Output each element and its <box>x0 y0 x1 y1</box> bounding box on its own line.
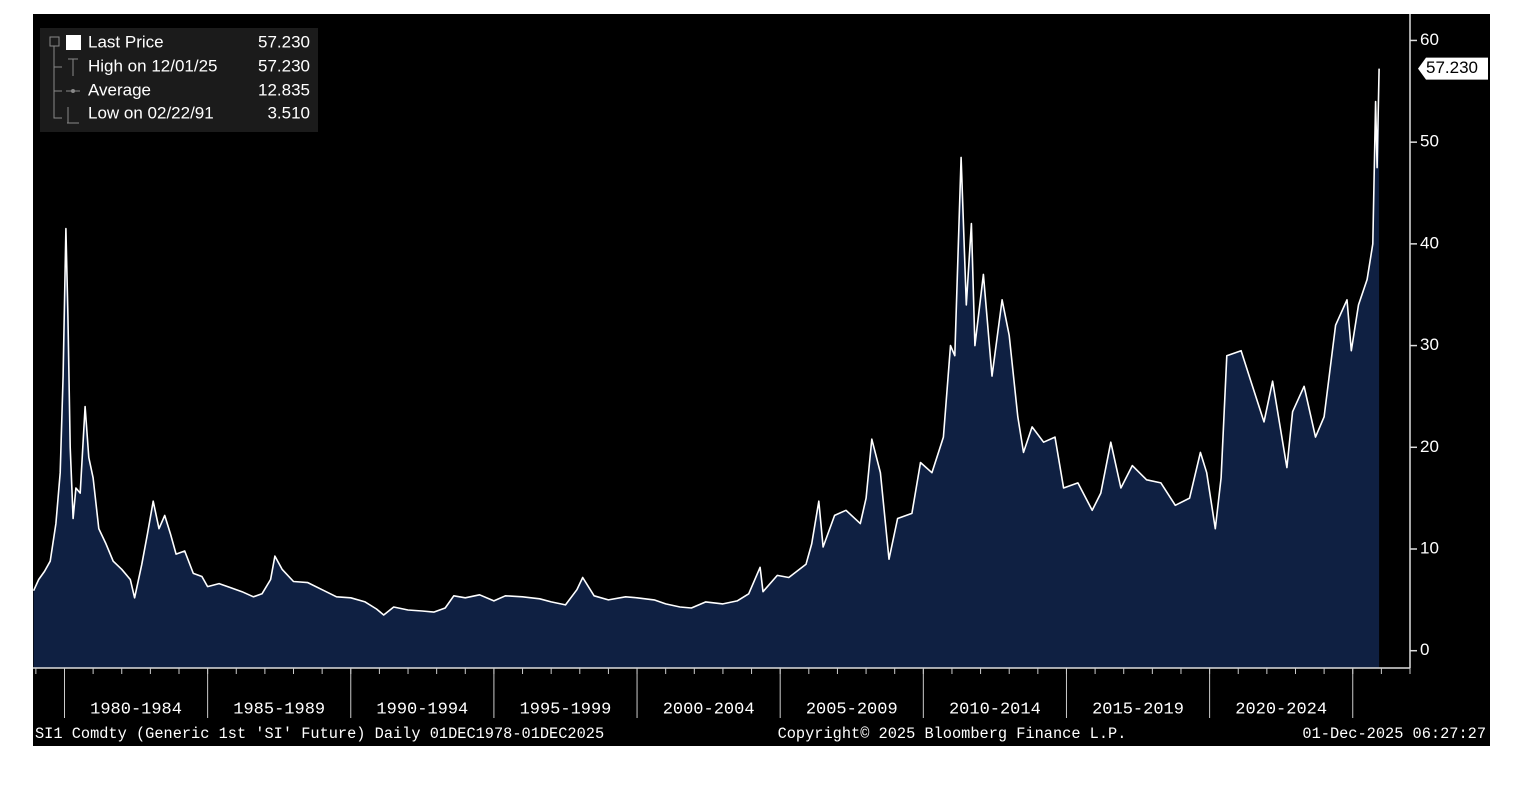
y-tick-label: 30 <box>1420 335 1439 354</box>
x-period-label: 2010-2014 <box>949 700 1041 719</box>
price-line <box>32 68 1380 616</box>
x-period-label: 2005-2009 <box>806 700 898 719</box>
footer-copyright: Copyright© 2025 Bloomberg Finance L.P. <box>778 725 1127 743</box>
y-tick-label: 50 <box>1420 132 1439 151</box>
last-price-label: 57.230 <box>1426 58 1478 77</box>
legend-value: 3.510 <box>267 103 310 122</box>
legend-label: Last Price <box>88 32 164 51</box>
footer-timestamp: 01-Dec-2025 06:27:27 <box>1302 725 1486 743</box>
legend-value: 12.835 <box>258 80 310 99</box>
legend-icon <box>71 89 75 93</box>
y-tick-label: 20 <box>1420 437 1439 456</box>
y-tick-label: 60 <box>1420 30 1439 49</box>
y-tick-label: 0 <box>1420 640 1429 659</box>
legend-label: High on 12/01/25 <box>88 56 218 75</box>
x-period-label: 1980-1984 <box>90 700 182 719</box>
x-period-label: 2015-2019 <box>1092 700 1184 719</box>
legend-value: 57.230 <box>258 56 310 75</box>
x-period-label: 2000-2004 <box>663 700 755 719</box>
last-price-tag <box>1418 57 1488 80</box>
x-period-label: 1995-1999 <box>520 700 612 719</box>
legend-label: Average <box>88 80 151 99</box>
legend-label: Low on 02/22/91 <box>88 103 214 122</box>
y-tick-label: 40 <box>1420 233 1439 252</box>
area-fill <box>33 68 1380 669</box>
legend-box <box>40 28 318 132</box>
footer-source: SI1 Comdty (Generic 1st 'SI' Future) Dai… <box>35 725 604 743</box>
y-tick-label: 10 <box>1420 538 1439 557</box>
x-period-label: 2020-2024 <box>1235 700 1327 719</box>
legend: Last Price High on 12/01/25 Average Low … <box>40 28 318 132</box>
x-period-label: 1985-1989 <box>233 700 325 719</box>
plot: 0 10 20 30 40 50 60 1980-1984 1985-1989 1990-1994… <box>32 14 1488 719</box>
legend-value: 57.230 <box>258 32 310 51</box>
legend-swatch <box>66 35 81 50</box>
x-period-label: 1990-1994 <box>376 700 468 719</box>
